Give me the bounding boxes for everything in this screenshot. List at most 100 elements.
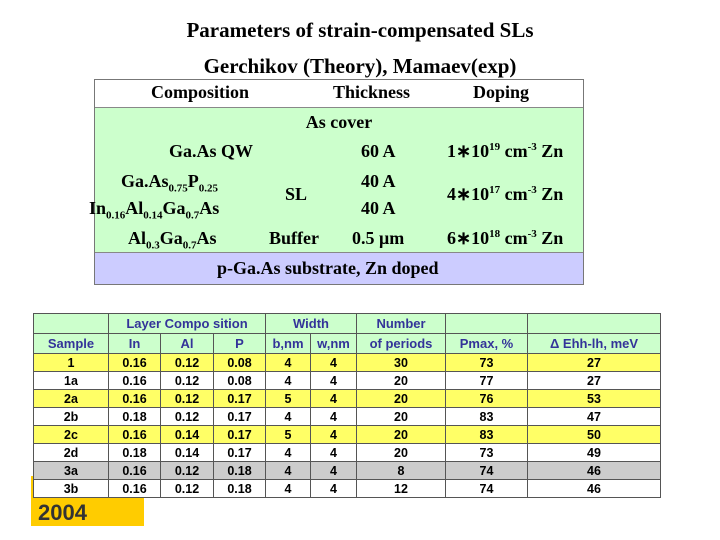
cell-periods: 20 bbox=[356, 389, 446, 408]
thickness-header: Thickness bbox=[333, 82, 411, 102]
sl-layer2-composition: In0.16Al0.14Ga0.7As bbox=[89, 198, 220, 222]
col-header-b: b,nm bbox=[265, 333, 311, 354]
cell-b: 4 bbox=[265, 461, 311, 480]
cell-w: 4 bbox=[310, 461, 357, 480]
col-header-p: P bbox=[213, 333, 266, 354]
cell-in: 0.16 bbox=[108, 479, 161, 498]
cell-in: 0.16 bbox=[108, 389, 161, 408]
sl-label: SL bbox=[285, 184, 308, 204]
cell-periods: 8 bbox=[356, 461, 446, 480]
cover-label: As cover bbox=[305, 112, 373, 132]
buffer-label: Buffer bbox=[269, 228, 319, 248]
cell-in: 0.18 bbox=[108, 443, 161, 462]
sl-thickness-2: 40 A bbox=[361, 198, 396, 218]
cell-p: 0.08 bbox=[213, 353, 266, 372]
cell-ehh-lh: 50 bbox=[527, 425, 661, 444]
cell-in: 0.16 bbox=[108, 461, 161, 480]
col-header-pmax: Pmax, % bbox=[445, 333, 528, 354]
buffer-composition: Al0.3Ga0.7As bbox=[128, 228, 217, 252]
table-row: 2c 0.16 0.14 0.17 5 4 20 83 50 bbox=[33, 425, 661, 444]
cell-periods: 30 bbox=[356, 353, 446, 372]
col-header-sample: Sample bbox=[33, 333, 109, 354]
cell-w: 4 bbox=[310, 407, 357, 426]
cell-b: 4 bbox=[265, 353, 311, 372]
qw-doping: 1∗1019 cm-3 Zn bbox=[447, 141, 564, 161]
layer-composition-header: Layer Compo sition bbox=[108, 313, 266, 334]
cell-pmax: 73 bbox=[445, 443, 528, 462]
cell-b: 4 bbox=[265, 371, 311, 390]
sl-band bbox=[95, 170, 583, 226]
cell-periods: 12 bbox=[356, 479, 446, 498]
cell-p: 0.18 bbox=[213, 479, 266, 498]
cell-sample: 3b bbox=[33, 479, 109, 498]
cell-in: 0.16 bbox=[108, 353, 161, 372]
cell-pmax: 83 bbox=[445, 407, 528, 426]
cell-in: 0.16 bbox=[108, 425, 161, 444]
divider bbox=[95, 107, 583, 108]
buffer-band bbox=[95, 226, 583, 253]
cell-al: 0.12 bbox=[160, 461, 214, 480]
width-header: Width bbox=[265, 313, 357, 334]
cell-pmax: 83 bbox=[445, 425, 528, 444]
table-row: 3b 0.16 0.12 0.18 4 4 12 74 46 bbox=[33, 479, 661, 498]
cell-al: 0.12 bbox=[160, 353, 214, 372]
col-header-periods: of periods bbox=[356, 333, 446, 354]
header-blank bbox=[445, 313, 528, 334]
cell-ehh-lh: 27 bbox=[527, 353, 661, 372]
qw-label: Ga.As QW bbox=[169, 141, 254, 161]
table-row: 2b 0.18 0.12 0.17 4 4 20 83 47 bbox=[33, 407, 661, 426]
cell-w: 4 bbox=[310, 389, 357, 408]
title-line-2: Gerchikov (Theory), Mamaev(exp) bbox=[203, 54, 517, 78]
cell-b: 4 bbox=[265, 479, 311, 498]
cell-w: 4 bbox=[310, 353, 357, 372]
cell-pmax: 76 bbox=[445, 389, 528, 408]
header-blank bbox=[527, 313, 661, 334]
cell-pmax: 74 bbox=[445, 461, 528, 480]
cell-w: 4 bbox=[310, 371, 357, 390]
cell-ehh-lh: 46 bbox=[527, 461, 661, 480]
substrate-band bbox=[95, 253, 583, 284]
cell-sample: 3a bbox=[33, 461, 109, 480]
cell-b: 5 bbox=[265, 389, 311, 408]
cell-pmax: 77 bbox=[445, 371, 528, 390]
qw-band bbox=[95, 138, 583, 170]
number-header: Number bbox=[356, 313, 446, 334]
cell-sample: 1 bbox=[33, 353, 109, 372]
col-header-al: Al bbox=[160, 333, 214, 354]
cell-p: 0.17 bbox=[213, 425, 266, 444]
substrate-label: p-Ga.As substrate, Zn doped bbox=[217, 258, 439, 278]
table-row: 1 0.16 0.12 0.08 4 4 30 73 27 bbox=[33, 353, 661, 372]
cell-b: 4 bbox=[265, 443, 311, 462]
cell-ehh-lh: 49 bbox=[527, 443, 661, 462]
corner-logo-text: 2004 bbox=[38, 500, 87, 525]
cell-pmax: 74 bbox=[445, 479, 528, 498]
cell-sample: 2c bbox=[33, 425, 109, 444]
cell-b: 4 bbox=[265, 407, 311, 426]
buffer-thickness: 0.5 μm bbox=[352, 228, 405, 248]
cell-ehh-lh: 47 bbox=[527, 407, 661, 426]
structure-header-band bbox=[95, 80, 583, 107]
cell-al: 0.12 bbox=[160, 407, 214, 426]
cell-b: 5 bbox=[265, 425, 311, 444]
buffer-doping: 6∗1018 cm-3 Zn bbox=[447, 228, 564, 248]
table-row: 3a 0.16 0.12 0.18 4 4 8 74 46 bbox=[33, 461, 661, 480]
cell-sample: 2b bbox=[33, 407, 109, 426]
cell-p: 0.18 bbox=[213, 461, 266, 480]
col-header-ehh-lh: Δ Ehh-lh, meV bbox=[527, 333, 661, 354]
cell-p: 0.17 bbox=[213, 407, 266, 426]
col-header-w: w,nm bbox=[310, 333, 357, 354]
sl-thickness-1: 40 A bbox=[361, 171, 396, 191]
cell-al: 0.12 bbox=[160, 479, 214, 498]
cell-al: 0.14 bbox=[160, 425, 214, 444]
divider bbox=[95, 252, 583, 253]
cell-ehh-lh: 53 bbox=[527, 389, 661, 408]
cell-pmax: 73 bbox=[445, 353, 528, 372]
cell-sample: 1a bbox=[33, 371, 109, 390]
table-row: 2a 0.16 0.12 0.17 5 4 20 76 53 bbox=[33, 389, 661, 408]
cell-periods: 20 bbox=[356, 425, 446, 444]
doping-header: Doping bbox=[473, 82, 530, 102]
cell-al: 0.14 bbox=[160, 443, 214, 462]
cell-p: 0.08 bbox=[213, 371, 266, 390]
cell-al: 0.12 bbox=[160, 389, 214, 408]
cell-periods: 20 bbox=[356, 371, 446, 390]
